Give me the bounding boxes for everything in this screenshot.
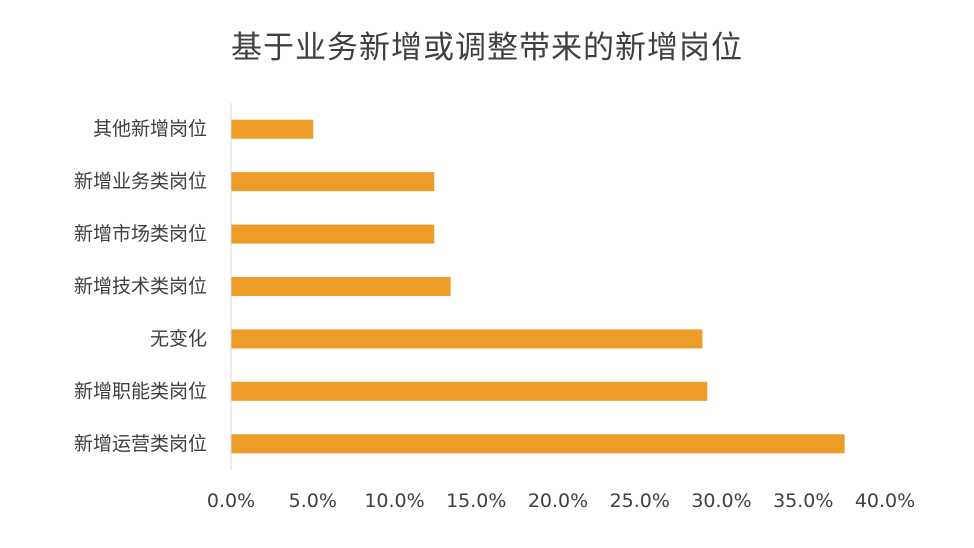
bar-0 [231,119,314,139]
category-label-1: 新增业务类岗位 [74,171,207,193]
bar-1 [231,172,435,192]
bar-5 [231,381,708,401]
x-tick-label-3: 15.0% [446,490,506,512]
bar-3 [231,277,451,296]
category-label-4: 无变化 [150,328,207,350]
x-tick-label-2: 10.0% [364,490,424,512]
x-tick-label-6: 30.0% [691,490,751,512]
x-tick-label-7: 35.0% [773,490,833,512]
category-label-2: 新增市场类岗位 [74,223,207,245]
category-labels: 其他新增岗位新增业务类岗位新增市场类岗位新增技术类岗位无变化新增职能类岗位新增运… [74,118,207,455]
category-label-3: 新增技术类岗位 [74,276,207,298]
x-tick-label-8: 40.0% [855,490,915,512]
category-label-0: 其他新增岗位 [93,118,207,140]
bars-layer [231,119,845,454]
x-tick-label-1: 5.0% [289,490,337,512]
x-tick-labels: 0.0% 5.0% 10.0% 15.0% 20.0% 25.0% 30.0% 35.0% 40… [207,490,915,512]
x-tick-label-5: 25.0% [610,490,670,512]
x-tick-label-4: 20.0% [528,490,588,512]
category-label-6: 新增运营类岗位 [74,433,207,455]
bar-4 [231,329,703,349]
x-tick-label-0: 0.0% [207,490,255,512]
bar-2 [231,224,435,244]
category-label-5: 新增职能类岗位 [74,380,207,402]
bar-6 [231,434,845,454]
chart-title: 基于业务新增或调整带来的新增岗位 [231,30,743,66]
